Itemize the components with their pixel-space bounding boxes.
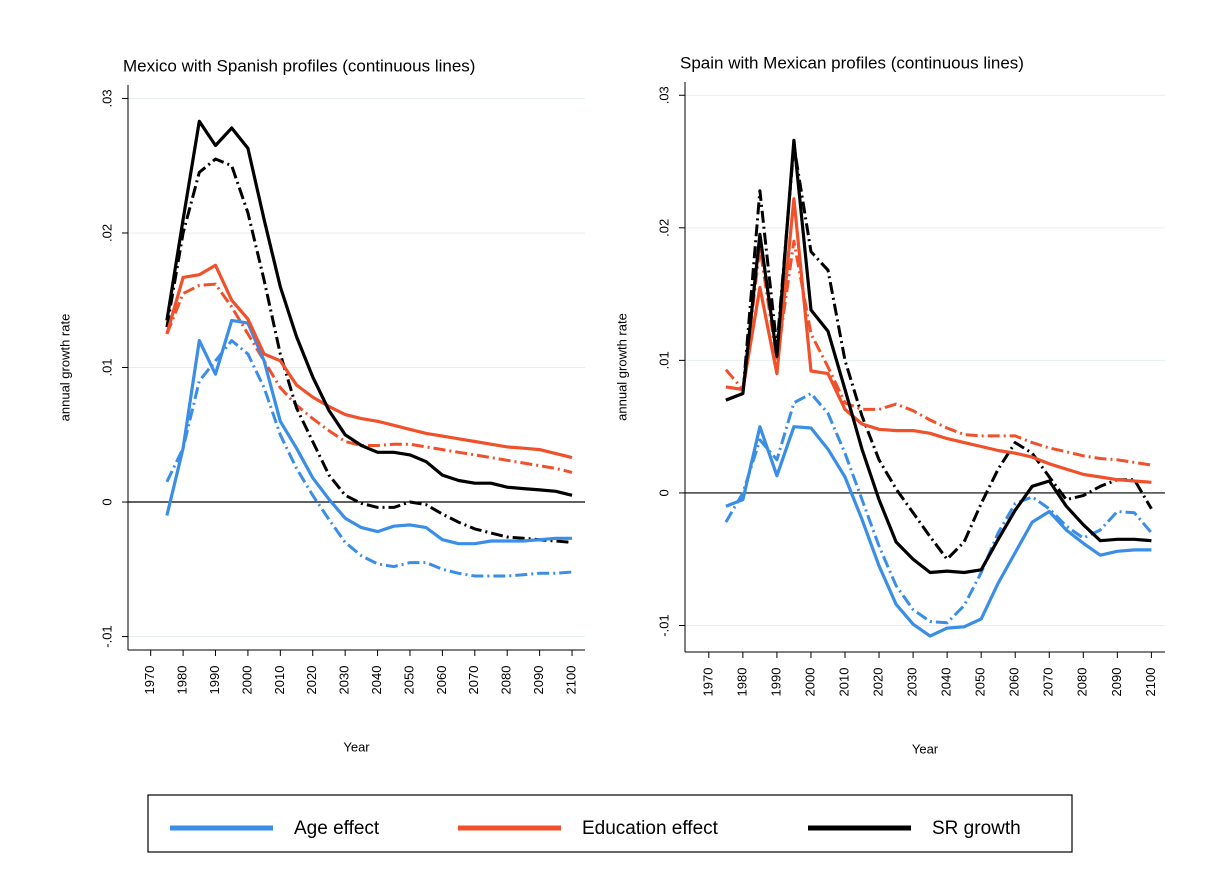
- x-tick-label: 2050: [973, 668, 988, 697]
- x-tick-label: 2080: [499, 666, 514, 695]
- y-axis-label: annual growth rate: [614, 313, 629, 421]
- x-tick-label: 1990: [207, 666, 222, 695]
- series-line: [165, 119, 573, 497]
- y-tick-label: -.01: [656, 614, 671, 636]
- x-tick-label: 2050: [401, 666, 416, 695]
- x-tick-label: 2010: [272, 666, 287, 695]
- y-tick-label: 0: [99, 498, 114, 505]
- x-tick-label: 2060: [434, 666, 449, 695]
- series-line: [725, 138, 1152, 575]
- x-tick-label: 2070: [466, 666, 481, 695]
- series-line: [165, 157, 573, 544]
- x-tick-label: 2040: [939, 668, 954, 697]
- x-tick-label: 1980: [175, 666, 190, 695]
- y-tick-label: .01: [656, 351, 671, 369]
- series-line: [725, 197, 1152, 484]
- chart-title: Mexico with Spanish profiles (continuous…: [123, 56, 475, 75]
- x-tick-label: 1970: [700, 668, 715, 697]
- x-axis-label: Year: [912, 741, 939, 756]
- x-tick-label: 2000: [239, 666, 254, 695]
- x-tick-label: 2100: [1143, 668, 1158, 697]
- x-tick-label: 2040: [369, 666, 384, 695]
- legend-label: Education effect: [582, 818, 719, 839]
- series-line: [165, 263, 573, 460]
- x-tick-label: 2010: [836, 668, 851, 697]
- series-line: [165, 339, 573, 578]
- x-tick-label: 2030: [905, 668, 920, 697]
- y-axis-label: annual growth rate: [57, 314, 72, 422]
- x-tick-label: 2020: [870, 668, 885, 697]
- legend-label: Age effect: [294, 818, 380, 839]
- y-tick-label: .02: [656, 219, 671, 237]
- x-axis-label: Year: [343, 739, 370, 754]
- x-tick-label: 2000: [802, 668, 817, 697]
- y-tick-label: .03: [656, 86, 671, 104]
- y-tick-label: .02: [99, 224, 114, 242]
- x-tick-label: 1980: [734, 668, 749, 697]
- y-tick-label: .03: [99, 89, 114, 107]
- y-tick-label: .01: [99, 358, 114, 376]
- x-tick-label: 2020: [304, 666, 319, 695]
- x-tick-label: 2030: [337, 666, 352, 695]
- x-tick-label: 2060: [1007, 668, 1022, 697]
- x-tick-label: 2070: [1041, 668, 1056, 697]
- y-tick-label: -.01: [99, 625, 114, 647]
- x-tick-label: 2090: [531, 666, 546, 695]
- y-tick-label: 0: [656, 489, 671, 496]
- series-line: [165, 318, 572, 546]
- x-tick-label: 2100: [563, 666, 578, 695]
- x-tick-label: 1970: [142, 666, 157, 695]
- x-tick-label: 2090: [1109, 668, 1124, 697]
- series-line: [165, 282, 573, 474]
- legend-label: SR growth: [932, 818, 1021, 839]
- chart-title: Spain with Mexican profiles (continuous …: [680, 53, 1024, 72]
- x-tick-label: 2080: [1075, 668, 1090, 697]
- series-line: [724, 392, 1153, 625]
- series-line: [724, 239, 1152, 467]
- series-line: [725, 425, 1152, 638]
- legend-box: [147, 794, 1073, 853]
- x-tick-label: 1990: [768, 668, 783, 697]
